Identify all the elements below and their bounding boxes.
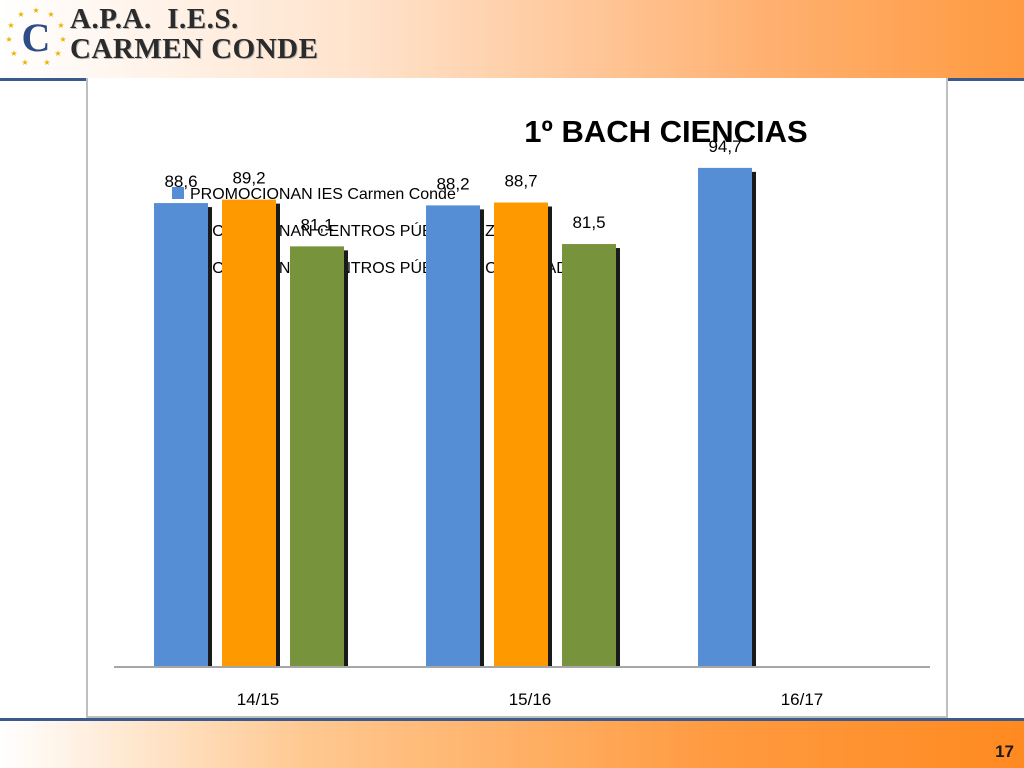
svg-text:★: ★ [54,49,61,58]
footer-band [0,721,1024,768]
svg-text:★: ★ [57,21,64,30]
data-label: 81,1 [300,215,333,234]
bar [494,202,548,667]
x-tick-label: 15/16 [509,690,552,709]
legend-swatch [172,187,184,199]
data-label: 94,7 [708,137,741,156]
chart-frame: 1º BACH CIENCIAS PROMOCIONAN IES Carmen … [86,78,948,718]
star-ring-icon: ★ ★ ★ ★ ★ ★ ★ ★ ★ ★ ★ [5,6,66,67]
svg-text:★: ★ [21,58,28,67]
bar [222,199,276,667]
x-tick-label: 16/17 [781,690,824,709]
logo-letter: C [22,15,51,60]
svg-text:★: ★ [7,21,14,30]
page-number: 17 [995,742,1014,761]
x-tick-label: 14/15 [237,690,280,709]
header-band [0,0,1024,78]
svg-text:★: ★ [10,49,17,58]
svg-text:★: ★ [47,10,54,19]
data-label: 88,7 [504,172,537,191]
legend-label: PROMOCIONAN IES Carmen Conde [190,186,456,203]
data-label: 89,2 [232,169,265,188]
org-name-line-2: CARMEN CONDE [70,33,319,65]
svg-text:★: ★ [32,6,39,15]
svg-text:★: ★ [5,35,12,44]
chart-bars: 88,6 88,2 94,7 89,2 88,7 81,1 81,5 [154,137,756,668]
data-label: 88,6 [164,172,197,191]
organization-name: A.P.A. I.E.S. CARMEN CONDE [70,4,318,64]
svg-text:★: ★ [17,10,24,19]
svg-text:★: ★ [59,35,66,44]
x-axis-ticks: 14/15 15/16 16/17 [237,690,824,709]
bar-chart: 1º BACH CIENCIAS PROMOCIONAN IES Carmen … [114,114,930,709]
org-name-line-1: A.P.A. I.E.S. [70,3,239,35]
bar [426,205,480,668]
bar [154,203,208,667]
data-label: 81,5 [572,213,605,232]
apa-logo: ★ ★ ★ ★ ★ ★ ★ ★ ★ ★ ★ C [5,6,66,67]
bar [698,167,752,668]
chart-title: 1º BACH CIENCIAS [524,114,807,149]
data-label: 88,2 [436,174,469,193]
footer-rule [0,718,1024,721]
bar [562,244,616,668]
bar [290,246,344,667]
svg-text:★: ★ [43,58,50,67]
